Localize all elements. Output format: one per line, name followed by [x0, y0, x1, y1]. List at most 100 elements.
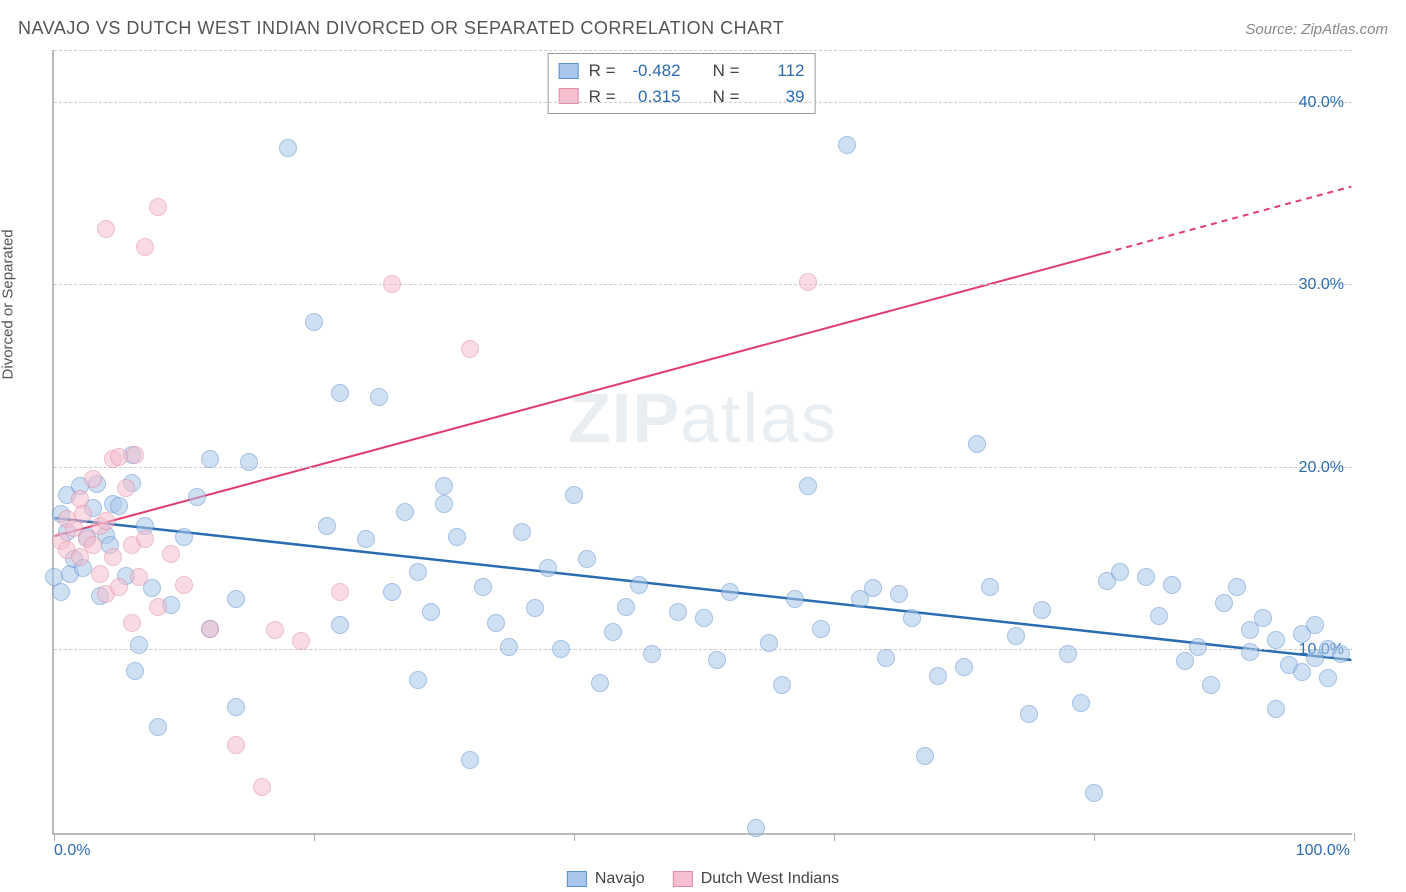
scatter-point	[1254, 609, 1272, 627]
scatter-point	[136, 530, 154, 548]
scatter-point	[1007, 627, 1025, 645]
scatter-point	[1059, 645, 1077, 663]
x-axis-max-label: 100.0%	[1296, 842, 1350, 860]
scatter-point	[370, 388, 388, 406]
scatter-point	[1163, 576, 1181, 594]
r-label: R =	[589, 58, 616, 84]
scatter-point	[487, 614, 505, 632]
scatter-point	[526, 599, 544, 617]
y-tick-label: 30.0%	[1299, 276, 1344, 294]
scatter-point	[52, 583, 70, 601]
scatter-point	[604, 623, 622, 641]
legend-label-dwi: Dutch West Indians	[701, 870, 839, 888]
scatter-point	[1267, 631, 1285, 649]
scatter-point	[409, 671, 427, 689]
scatter-point	[396, 503, 414, 521]
scatter-point	[643, 645, 661, 663]
scatter-point	[110, 578, 128, 596]
scatter-point	[305, 313, 323, 331]
y-axis-label: Divorced or Separated	[0, 229, 17, 379]
scatter-point	[104, 548, 122, 566]
scatter-point	[968, 435, 986, 453]
source-name: ZipAtlas.com	[1301, 21, 1388, 38]
scatter-point	[1150, 607, 1168, 625]
scatter-point	[539, 559, 557, 577]
legend-swatch-navajo	[567, 871, 587, 887]
scatter-point	[123, 614, 141, 632]
scatter-point	[448, 528, 466, 546]
gridline	[54, 649, 1352, 650]
gridline	[54, 102, 1352, 103]
scatter-point	[1241, 643, 1259, 661]
n-label: N =	[713, 58, 740, 84]
scatter-point	[1228, 578, 1246, 596]
scatter-point	[318, 517, 336, 535]
scatter-point	[149, 598, 167, 616]
scatter-point	[747, 819, 765, 837]
gridline	[54, 50, 1352, 51]
scatter-point	[1176, 652, 1194, 670]
source-prefix: Source:	[1245, 21, 1297, 38]
scatter-point	[929, 667, 947, 685]
y-tick-label: 40.0%	[1299, 94, 1344, 112]
scatter-point	[838, 136, 856, 154]
scatter-point	[331, 583, 349, 601]
scatter-point	[799, 477, 817, 495]
legend-item-navajo: Navajo	[567, 870, 645, 888]
scatter-point	[149, 198, 167, 216]
scatter-point	[877, 649, 895, 667]
n-value-navajo: 112	[750, 58, 805, 84]
watermark-light: atlas	[680, 379, 838, 457]
scatter-point	[981, 578, 999, 596]
scatter-point	[695, 609, 713, 627]
scatter-point	[773, 676, 791, 694]
scatter-point	[591, 674, 609, 692]
scatter-point	[1202, 676, 1220, 694]
scatter-point	[903, 609, 921, 627]
scatter-point	[331, 384, 349, 402]
scatter-point	[91, 565, 109, 583]
scatter-point	[435, 495, 453, 513]
legend-label-navajo: Navajo	[595, 870, 645, 888]
scatter-point	[578, 550, 596, 568]
bottom-legend: Navajo Dutch West Indians	[567, 870, 839, 888]
scatter-point	[1072, 694, 1090, 712]
chart-header: NAVAJO VS DUTCH WEST INDIAN DIVORCED OR …	[18, 18, 1388, 39]
r-value-dwi: 0.315	[626, 84, 681, 110]
scatter-point	[1267, 700, 1285, 718]
scatter-point	[227, 590, 245, 608]
scatter-point	[97, 512, 115, 530]
scatter-point	[617, 598, 635, 616]
scatter-point	[84, 536, 102, 554]
scatter-point	[175, 528, 193, 546]
scatter-point	[1215, 594, 1233, 612]
stats-legend-box: R = -0.482 N = 112 R = 0.315 N = 39	[548, 53, 816, 114]
scatter-point	[461, 340, 479, 358]
scatter-point	[500, 638, 518, 656]
chart-title: NAVAJO VS DUTCH WEST INDIAN DIVORCED OR …	[18, 18, 784, 39]
scatter-point	[1319, 669, 1337, 687]
scatter-point	[1332, 645, 1350, 663]
scatter-point	[760, 634, 778, 652]
legend-item-dwi: Dutch West Indians	[673, 870, 839, 888]
scatter-point	[565, 486, 583, 504]
x-tick	[1094, 833, 1095, 841]
scatter-plot: ZIPatlas R = -0.482 N = 112 R = 0.315 N …	[52, 50, 1352, 835]
scatter-point	[708, 651, 726, 669]
scatter-point	[513, 523, 531, 541]
stats-row-navajo: R = -0.482 N = 112	[559, 58, 805, 84]
scatter-point	[126, 662, 144, 680]
scatter-point	[916, 747, 934, 765]
watermark: ZIPatlas	[568, 378, 838, 458]
scatter-point	[97, 220, 115, 238]
swatch-navajo	[559, 63, 579, 79]
watermark-bold: ZIP	[568, 379, 680, 457]
scatter-point	[1306, 616, 1324, 634]
scatter-point	[786, 590, 804, 608]
r-value-navajo: -0.482	[626, 58, 681, 84]
scatter-point	[383, 583, 401, 601]
legend-swatch-dwi	[673, 871, 693, 887]
scatter-point	[136, 238, 154, 256]
scatter-point	[162, 545, 180, 563]
scatter-point	[110, 497, 128, 515]
